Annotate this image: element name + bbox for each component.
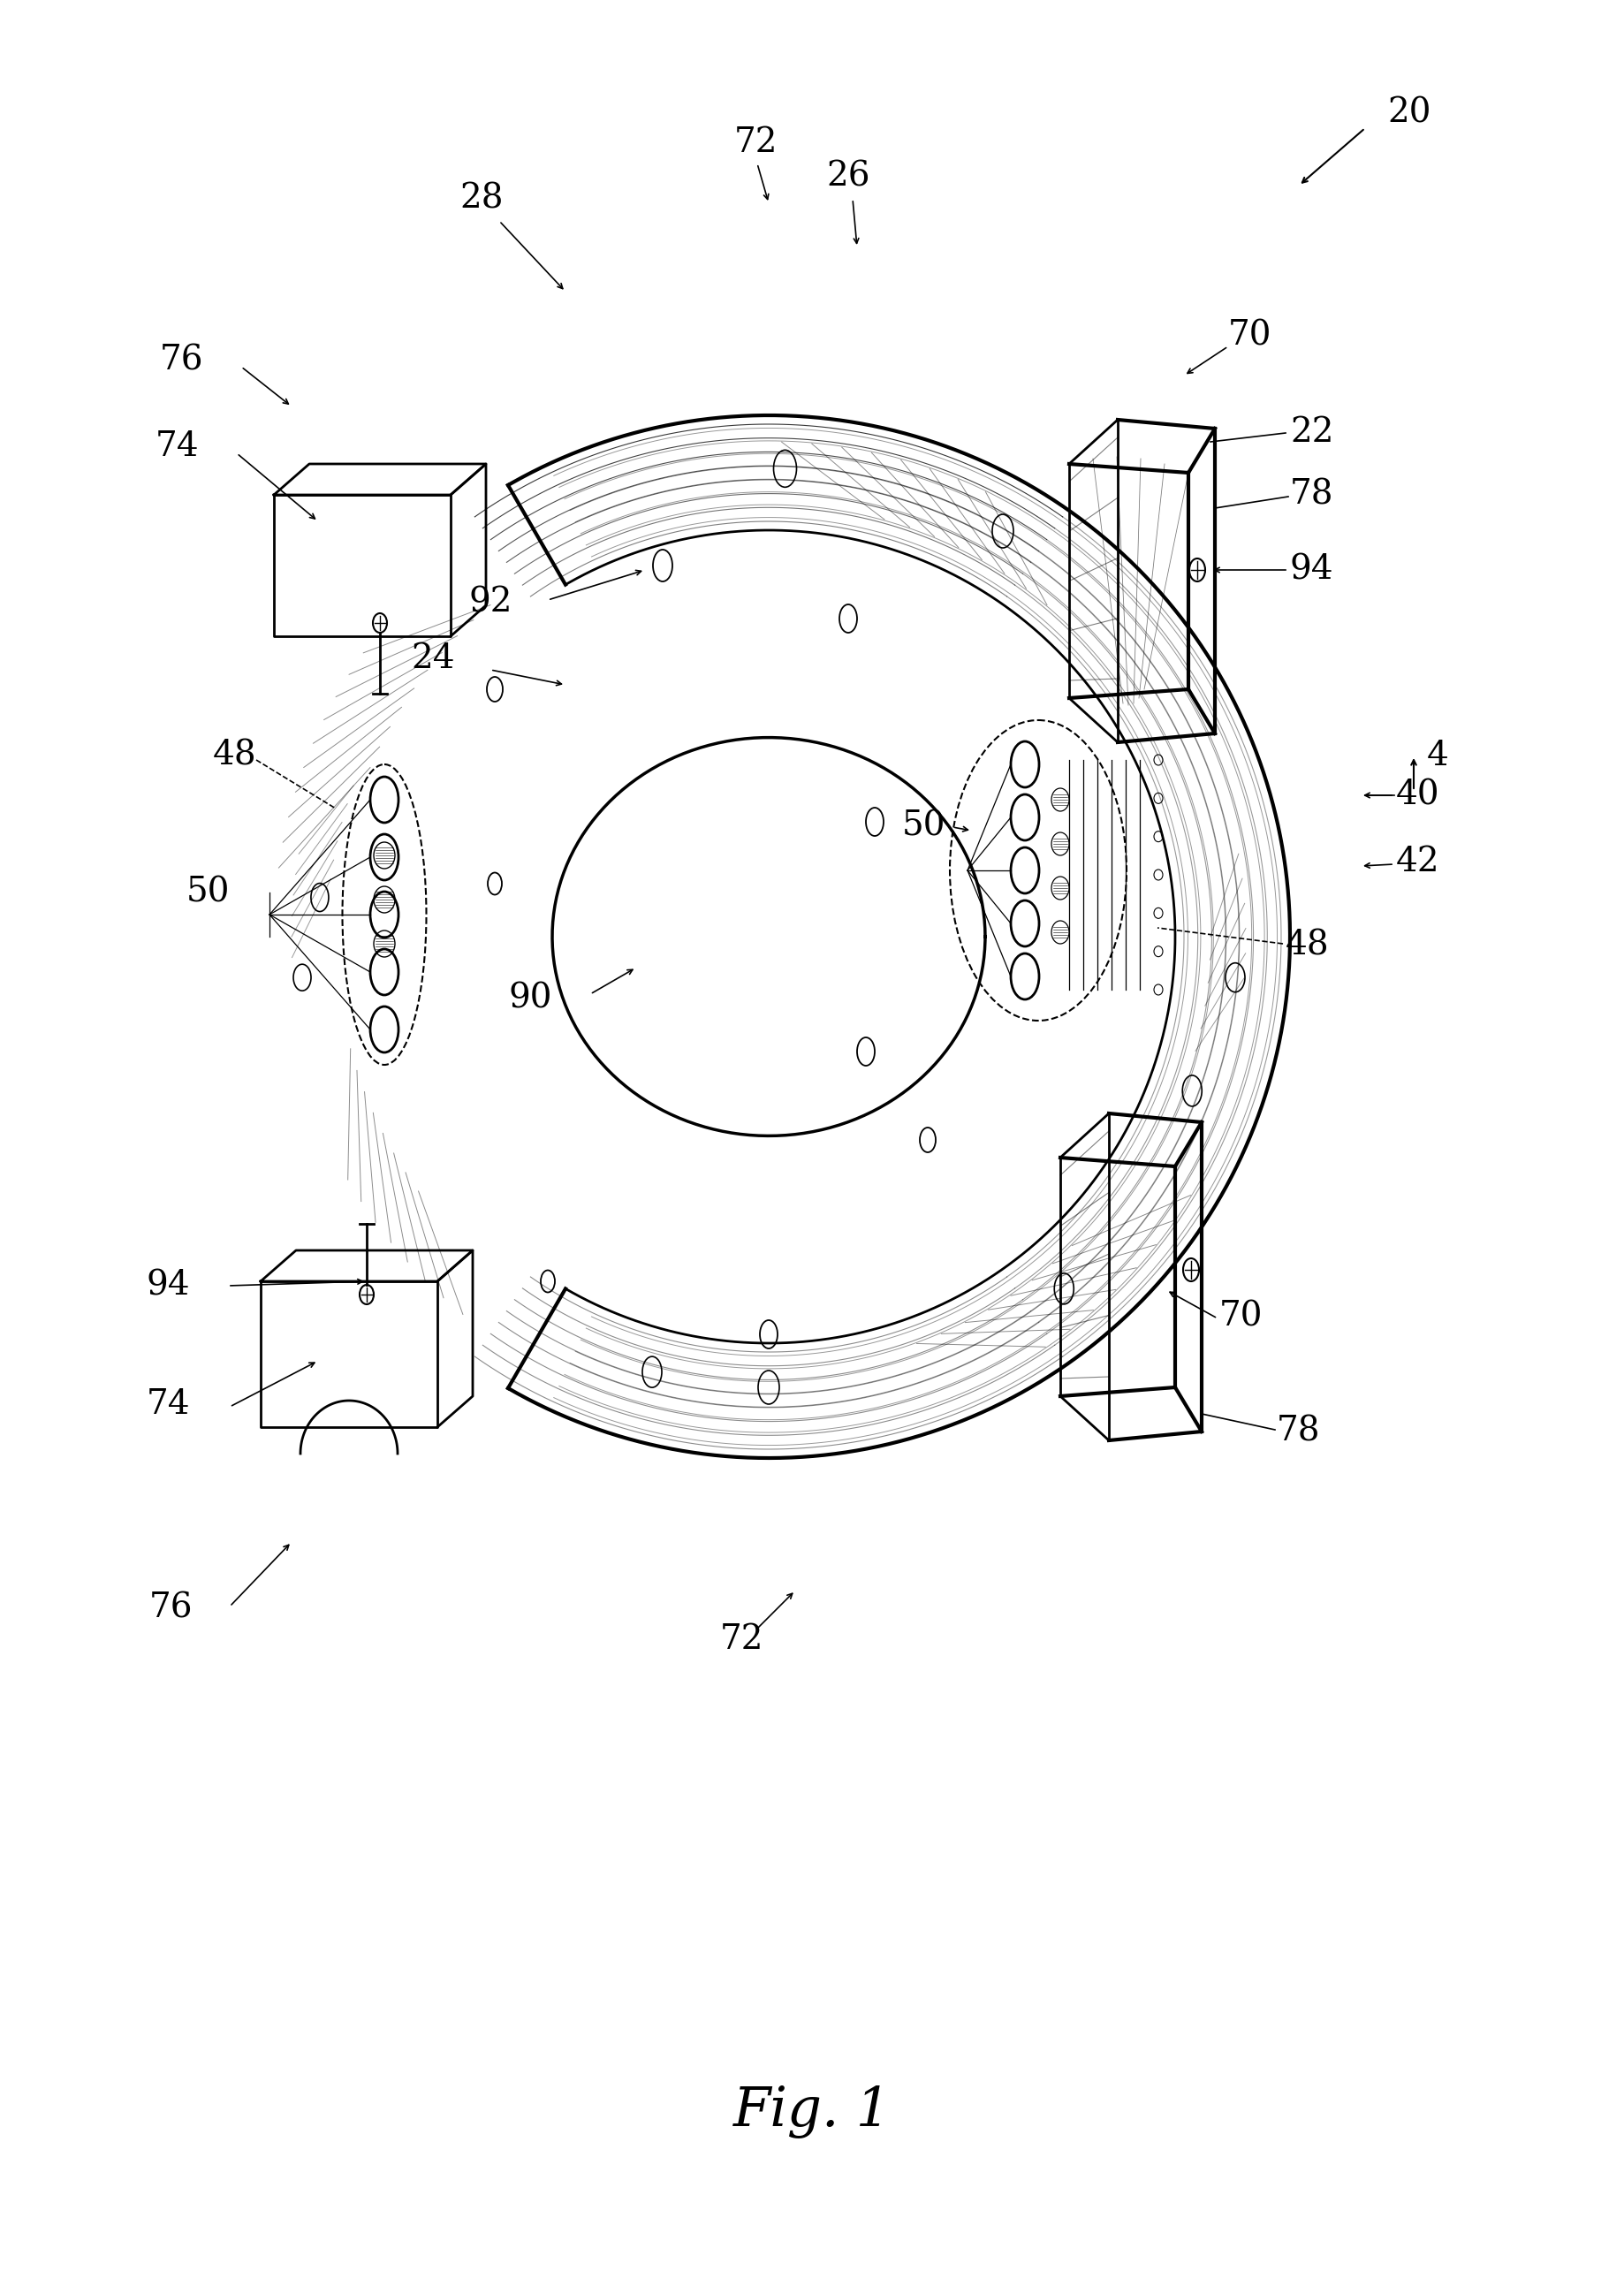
Text: 92: 92 xyxy=(469,586,513,620)
Text: 76: 76 xyxy=(149,1592,193,1624)
Text: Fig. 1: Fig. 1 xyxy=(732,2085,892,2139)
Text: 48: 48 xyxy=(213,738,257,772)
Text: 26: 26 xyxy=(827,161,870,193)
Text: 24: 24 xyxy=(411,643,455,674)
Text: 78: 78 xyxy=(1289,479,1333,511)
Text: 50: 50 xyxy=(901,811,945,843)
Text: 48: 48 xyxy=(1286,929,1330,963)
Text: 74: 74 xyxy=(154,429,198,463)
Text: 94: 94 xyxy=(1289,554,1333,586)
Text: 22: 22 xyxy=(1289,416,1333,450)
Text: 72: 72 xyxy=(734,127,778,159)
Text: 28: 28 xyxy=(460,182,503,216)
Text: 42: 42 xyxy=(1397,845,1440,879)
Text: 40: 40 xyxy=(1397,779,1440,811)
Text: 70: 70 xyxy=(1220,1301,1263,1333)
Text: 20: 20 xyxy=(1387,98,1431,129)
Text: 94: 94 xyxy=(146,1269,190,1301)
Text: 70: 70 xyxy=(1228,320,1272,352)
Text: 90: 90 xyxy=(508,981,552,1015)
Text: 72: 72 xyxy=(721,1624,763,1656)
Text: 74: 74 xyxy=(146,1388,190,1422)
Text: 4: 4 xyxy=(1427,738,1449,772)
Text: 76: 76 xyxy=(159,345,203,377)
Text: 78: 78 xyxy=(1276,1415,1320,1449)
Text: 50: 50 xyxy=(187,877,229,908)
